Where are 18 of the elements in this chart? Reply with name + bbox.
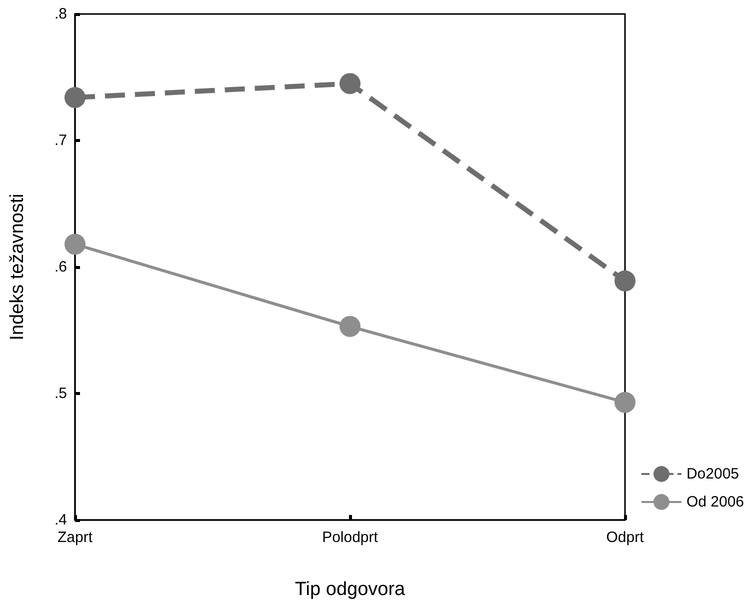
point	[340, 316, 360, 337]
x-axis-title: Tip odgovora	[294, 579, 406, 600]
point	[340, 73, 360, 94]
x-tick-label: Zaprt	[57, 529, 94, 546]
y-tick-label: .6	[54, 258, 67, 276]
point	[614, 270, 636, 292]
x-tick-label: Polodprt	[322, 529, 379, 546]
y-tick-label: .7	[54, 132, 67, 149]
y-axis-title: Indeks težavnosti	[7, 194, 28, 340]
y-tick-label: .8	[54, 6, 67, 22]
point	[614, 392, 636, 413]
legend-label: Do2005	[686, 466, 739, 482]
x-tick-label: Odprt	[606, 529, 645, 546]
y-tick-label: .5	[54, 385, 67, 402]
point	[64, 86, 86, 108]
point	[64, 234, 86, 255]
y-tick-label: .4	[54, 512, 67, 528]
legend-label: Od 2006	[686, 494, 744, 510]
